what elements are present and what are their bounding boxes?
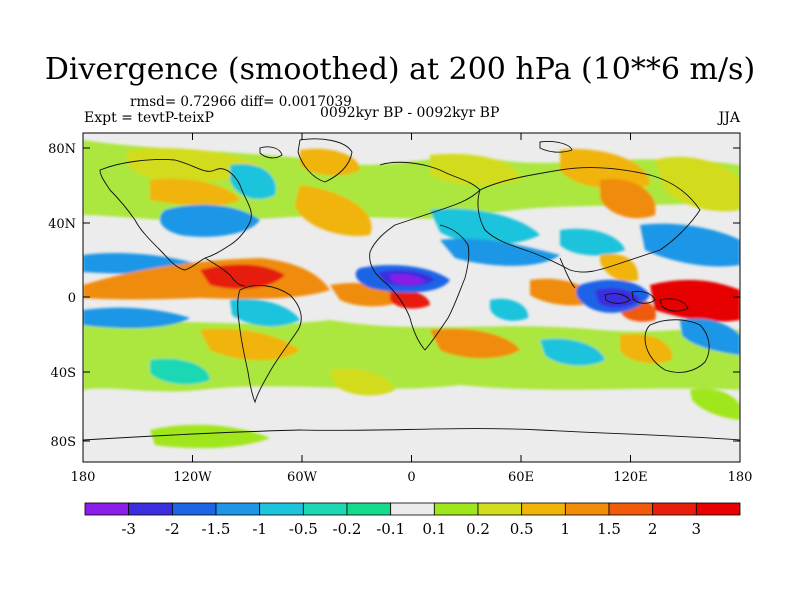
colorbar-label: -2 <box>165 520 180 538</box>
colorbar-label: -1.5 <box>202 520 231 538</box>
colorbar-swatch <box>302 502 348 516</box>
stats-label: rmsd= 0.72966 diff= 0.0017039 <box>130 94 352 110</box>
colorbar-swatch <box>215 502 261 516</box>
colorbar-swatch <box>128 502 173 516</box>
period-label: 0092kyr BP - 0092kyr BP <box>320 105 500 121</box>
colorbar-swatch <box>346 502 392 516</box>
colorbar-swatch <box>564 502 610 516</box>
colorbar-label: 0.1 <box>422 520 446 538</box>
plot-title: Divergence (smoothed) at 200 hPa (10**6 … <box>44 52 756 87</box>
colorbar-label: 1.5 <box>597 520 621 538</box>
divergence-field <box>83 133 740 462</box>
season-label: JJA <box>718 110 740 126</box>
experiment-label: Expt = tevtP-teixP <box>84 110 214 126</box>
lat-label: 80S <box>51 435 76 450</box>
colorbar-swatch <box>171 502 217 516</box>
colorbar-swatch <box>521 502 566 516</box>
colorbar-label: 0.2 <box>466 520 490 538</box>
colorbar-label: 1 <box>561 520 571 538</box>
colorbar-label: -1 <box>252 520 267 538</box>
colorbar-label: -0.1 <box>376 520 405 538</box>
lat-label: 80N <box>48 142 76 157</box>
lon-label: 60W <box>287 470 318 485</box>
colorbar-swatch <box>652 502 697 516</box>
colorbar-swatch <box>84 502 130 516</box>
longitude-axis: 180 120W 60W 0 60E 120E 180 <box>71 133 753 485</box>
lat-label: 40S <box>51 366 76 381</box>
colorbar-label: 2 <box>648 520 658 538</box>
colorbar-swatch <box>477 502 523 516</box>
lon-label: 60E <box>508 470 534 485</box>
colorbar-swatch <box>390 502 435 516</box>
colorbar-swatch <box>695 502 741 516</box>
colorbar-swatch <box>259 502 304 516</box>
colorbar-label: -0.5 <box>289 520 318 538</box>
colorbar-label: 3 <box>692 520 702 538</box>
colorbar-label: 0.5 <box>510 520 534 538</box>
colorbar-swatch <box>608 502 654 516</box>
lon-label: 120W <box>173 470 212 485</box>
coastlines <box>83 138 740 441</box>
lat-label: 40N <box>48 217 76 232</box>
lon-label: 0 <box>407 470 415 485</box>
lon-label: 180 <box>71 470 96 485</box>
lat-label: 0 <box>68 291 76 306</box>
lon-label: 120E <box>613 470 647 485</box>
colorbar: -3 -2 -1.5 -1 -0.5 -0.2 -0.1 0.1 0.2 0.5 1 1.5 2 3 <box>84 502 741 538</box>
colorbar-swatch <box>433 502 479 516</box>
colorbar-label: -3 <box>121 520 136 538</box>
lon-label: 180 <box>728 470 753 485</box>
colorbar-label: -0.2 <box>333 520 362 538</box>
latitude-axis: 80N 40N 0 40S 80S <box>48 142 740 450</box>
